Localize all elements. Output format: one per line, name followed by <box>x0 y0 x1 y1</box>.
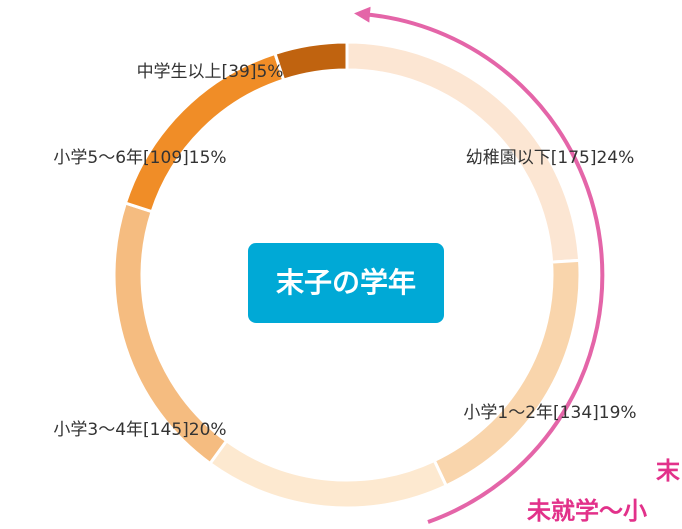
segment-label: 小学3～4年[145]20% <box>53 420 226 440</box>
chart-title: 末子の学年 <box>276 266 416 299</box>
donut-segment <box>275 42 347 80</box>
segment-label: 幼稚園以下[175]24% <box>466 148 635 168</box>
segment-label: 小学1～2年[134]19% <box>463 403 636 423</box>
donut-segment <box>210 441 446 508</box>
donut-segment <box>434 260 580 485</box>
chart: 末子の学年 末 未就学～小 幼稚園以下[175]24% 小学1～2年[134]19… <box>0 0 682 529</box>
annotation: 未就学～小 <box>527 497 647 525</box>
segment-label: 小学5～6年[109]15% <box>53 148 226 168</box>
segment-label: 中学生以上[39]5% <box>137 62 284 82</box>
annotation: 末 <box>656 457 681 485</box>
